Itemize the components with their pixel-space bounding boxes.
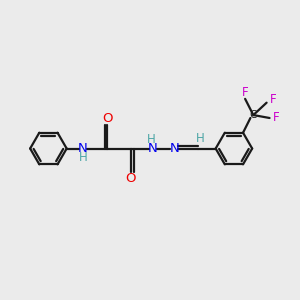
Text: H: H <box>147 133 156 146</box>
Text: F: F <box>242 86 248 99</box>
Text: F: F <box>270 93 276 106</box>
Text: N: N <box>78 142 88 155</box>
Text: O: O <box>102 112 112 125</box>
Text: N: N <box>148 142 158 155</box>
Text: H: H <box>196 132 204 145</box>
Text: F: F <box>273 112 279 124</box>
Text: O: O <box>126 172 136 185</box>
Text: H: H <box>79 151 87 164</box>
Text: C: C <box>250 110 257 120</box>
Text: N: N <box>169 142 179 155</box>
